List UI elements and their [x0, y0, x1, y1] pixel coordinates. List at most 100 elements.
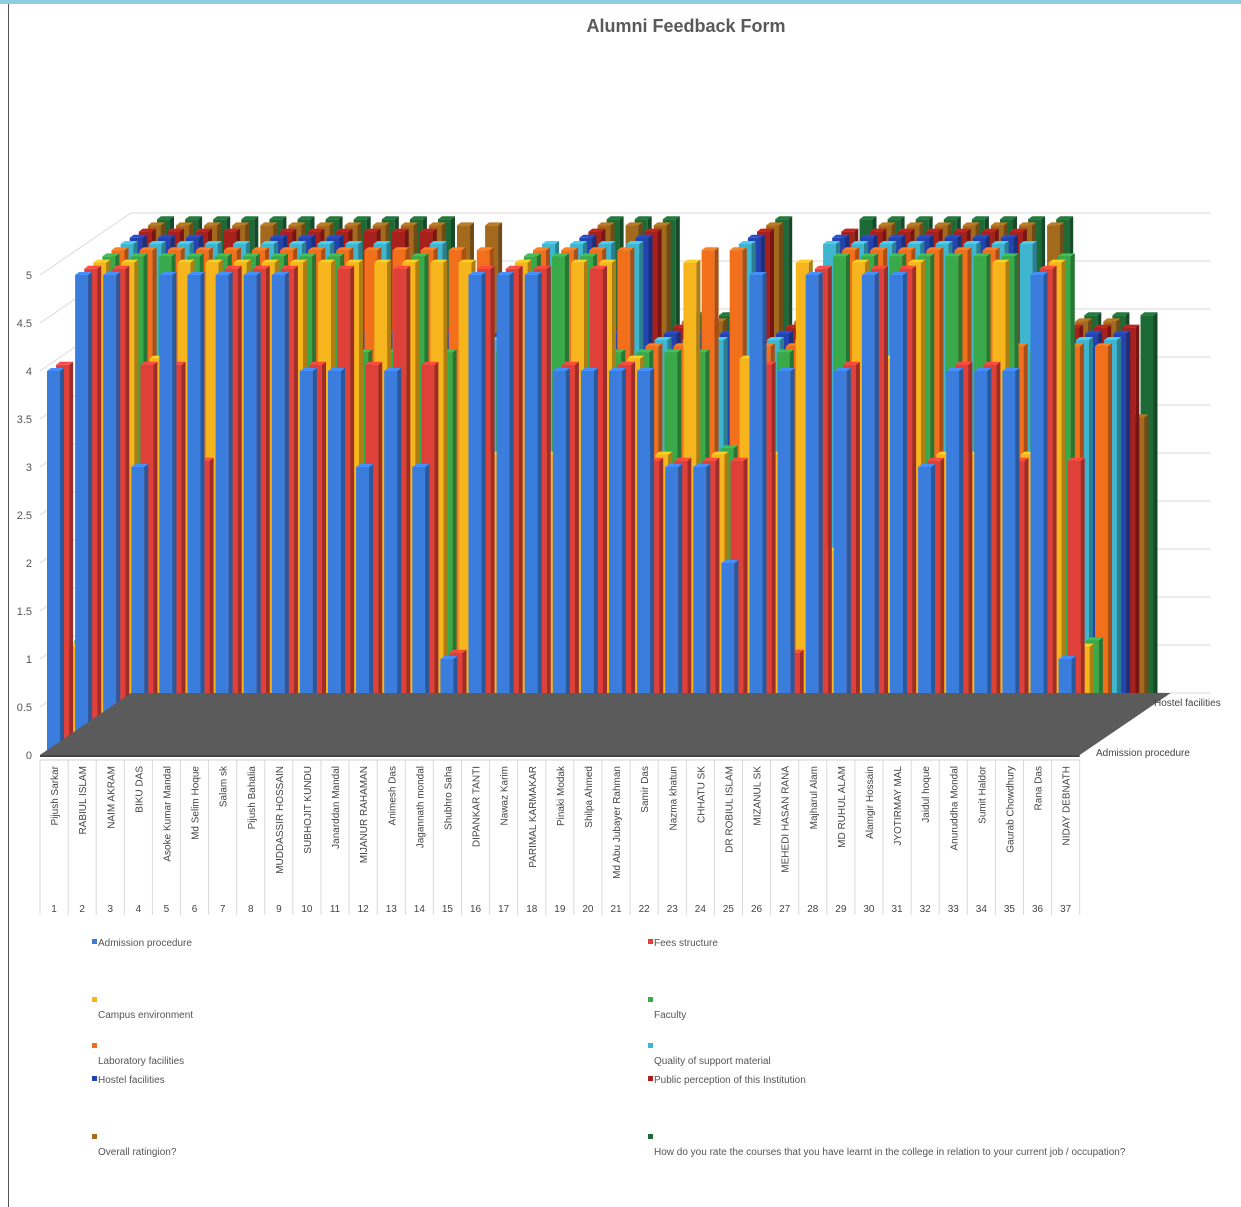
bar-top	[908, 259, 926, 263]
bar-side	[1117, 337, 1122, 724]
bar-top	[419, 228, 437, 232]
bar-top	[102, 253, 120, 257]
legend-label: Admission procedure	[98, 938, 192, 949]
bar-side	[265, 265, 270, 749]
x-tick-label: MIJANUR RAHAMAN	[359, 766, 370, 863]
x-tick-label: DR ROBIUL ISLAM	[724, 766, 735, 853]
bar-top	[421, 361, 439, 365]
bar-top	[307, 228, 325, 232]
bar-top	[927, 457, 945, 461]
x-index-label: 27	[779, 904, 791, 915]
bar-top	[129, 234, 147, 238]
bar-top	[327, 253, 345, 257]
bar-top	[1140, 312, 1158, 316]
bar-top	[440, 656, 458, 659]
bar-side	[940, 457, 945, 749]
x-tick-label: Animesh Das	[387, 766, 398, 825]
bar-top	[1112, 312, 1130, 316]
bar-top	[514, 259, 532, 263]
x-index-label: 6	[192, 904, 198, 915]
bar-front	[384, 371, 398, 755]
x-index-label: 35	[1004, 904, 1016, 915]
bar-top	[176, 222, 193, 226]
bar-top	[205, 259, 223, 263]
bar-top	[269, 216, 287, 220]
bar-side	[931, 464, 936, 755]
bar-top	[973, 253, 991, 257]
bar-top	[833, 253, 850, 257]
bar-top	[552, 253, 569, 257]
bar-side	[237, 265, 242, 749]
legend-swatch	[648, 1043, 653, 1048]
legend-swatch	[648, 997, 653, 1002]
bar-top	[56, 361, 74, 365]
bar-top	[869, 228, 887, 232]
bar-side	[293, 265, 298, 749]
bar-top	[963, 241, 981, 244]
bar-top	[776, 330, 793, 334]
bar-top	[721, 560, 739, 563]
bar-side	[369, 464, 374, 755]
bar-top	[814, 265, 832, 269]
y-tick-label: 1	[26, 654, 32, 666]
bar-top	[449, 649, 467, 653]
bar-top	[962, 222, 980, 226]
legend-entry: How do you rate the courses that you hav…	[648, 1134, 1126, 1158]
x-tick-label: Anuruddha Mondal	[949, 766, 960, 851]
bar-side	[88, 272, 93, 755]
bar-top	[1000, 216, 1017, 220]
bar	[1095, 343, 1112, 731]
bar-top	[823, 241, 841, 244]
bar-side	[397, 368, 402, 755]
x-index-label: 32	[920, 904, 932, 915]
bar	[946, 368, 964, 755]
bar-top	[412, 464, 430, 467]
bar-front	[805, 275, 819, 755]
y-tick-label: 2.5	[17, 510, 32, 522]
legend-label: Quality of support material	[654, 1056, 771, 1067]
bar-top	[252, 265, 270, 269]
bar-top	[477, 265, 495, 269]
x-index-label: 17	[498, 904, 510, 915]
bar-side	[855, 361, 860, 749]
y-tick-label: 2	[26, 558, 32, 570]
bar-top	[337, 265, 355, 269]
bar-top	[176, 241, 194, 244]
x-index-label: 20	[582, 904, 594, 915]
bar-front	[749, 275, 763, 755]
bar-top	[805, 272, 823, 275]
x-tick-label: Sumit Haldor	[977, 765, 988, 823]
bar-front	[496, 275, 510, 755]
bar-top	[645, 343, 663, 347]
bar-top	[346, 259, 364, 263]
x-index-label: 36	[1032, 904, 1044, 915]
bar-top	[851, 241, 869, 244]
bar-top	[1067, 457, 1085, 461]
bar-front	[271, 275, 285, 755]
legend-swatch	[92, 1043, 97, 1048]
bar-top	[841, 228, 859, 232]
bar-front	[665, 467, 679, 755]
bar-side	[687, 457, 692, 749]
y-tick-label: 4	[26, 366, 32, 378]
bar-top	[325, 216, 343, 220]
bar	[524, 272, 542, 755]
bar-top	[1075, 318, 1093, 322]
bar-top	[579, 234, 597, 238]
bar	[805, 272, 823, 755]
bar-top	[599, 259, 617, 263]
bar-top	[186, 253, 204, 257]
bar-top	[859, 216, 877, 220]
depth-label: Admission procedure	[1096, 748, 1190, 759]
bar-top	[711, 451, 729, 455]
bar-side	[378, 361, 383, 749]
bar-side	[846, 368, 851, 755]
bar-top	[299, 253, 317, 257]
x-index-label: 23	[667, 904, 679, 915]
bar-top	[429, 241, 447, 244]
bar-top	[420, 247, 438, 251]
bar-top	[1094, 324, 1112, 328]
bar-front	[946, 371, 960, 755]
x-index-label: 9	[276, 904, 282, 915]
bar-top	[317, 241, 335, 244]
